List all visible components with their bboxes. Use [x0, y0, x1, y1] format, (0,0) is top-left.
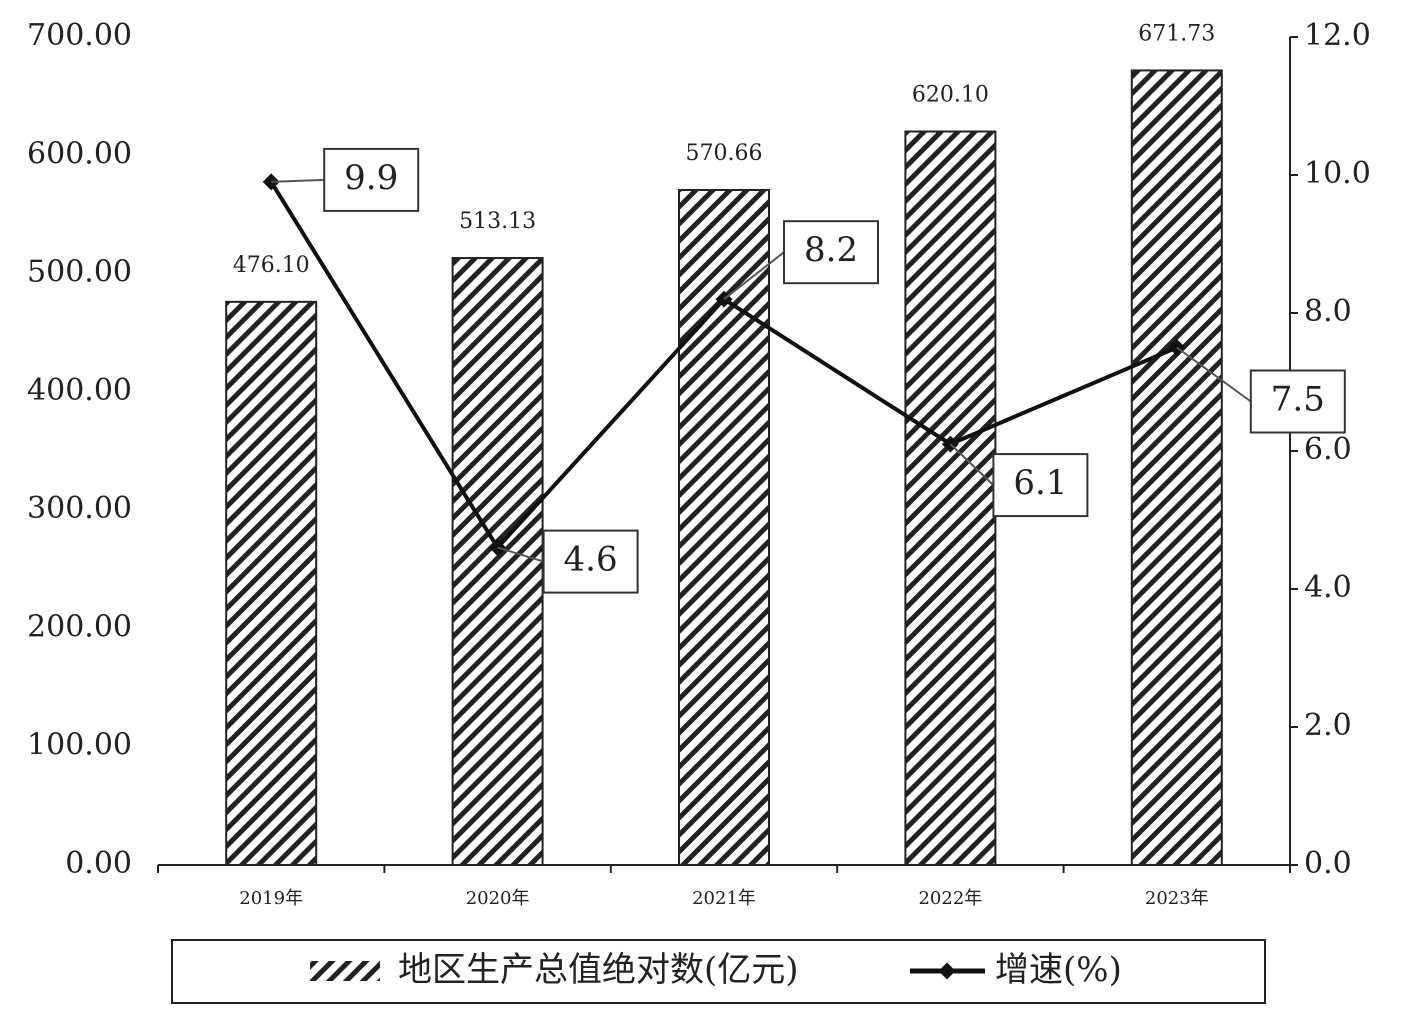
legend-label: 增速(%): [995, 950, 1122, 990]
x-tick-label: 2019年: [239, 888, 303, 909]
bar-value-label: 570.66: [686, 141, 763, 166]
x-tick-label: 2023年: [1145, 888, 1209, 909]
point-label-box: [542, 529, 639, 594]
y2-tick-label: 6.0: [1304, 432, 1352, 467]
legend-label: 地区生产总值绝对数(亿元): [398, 950, 799, 990]
y-tick-label: 700.00: [27, 18, 132, 53]
legend-swatch: [310, 961, 380, 981]
y-tick-label: 0.00: [65, 846, 132, 881]
label-leader: [949, 443, 995, 486]
point-label: 6.1: [1013, 463, 1067, 503]
y-tick-label: 600.00: [27, 136, 132, 171]
point-label-box: [992, 453, 1089, 518]
y2-tick-label: 10.0: [1304, 156, 1371, 191]
point-label: 4.6: [564, 540, 618, 580]
bar: [904, 130, 997, 866]
bar-value-label: 671.73: [1138, 21, 1215, 46]
point-label-box: [783, 220, 879, 285]
bar: [1130, 69, 1223, 866]
y2-tick-label: 8.0: [1304, 294, 1352, 329]
label-leader: [271, 178, 325, 183]
bar-value-label: 476.10: [233, 253, 310, 278]
label-leader: [1176, 346, 1252, 403]
point-label: 8.2: [804, 230, 858, 270]
y2-tick-label: 0.0: [1304, 846, 1352, 881]
x-tick-label: 2021年: [692, 888, 756, 909]
bar: [225, 300, 318, 866]
label-leader: [497, 546, 544, 563]
y-tick-label: 300.00: [27, 491, 132, 526]
y-tick-label: 500.00: [27, 255, 132, 290]
y2-tick-label: 4.0: [1304, 570, 1352, 605]
y-tick-label: 400.00: [27, 373, 132, 408]
bar: [451, 257, 544, 866]
legend-swatch-marker: [938, 962, 956, 980]
y2-tick-label: 12.0: [1304, 18, 1371, 53]
x-tick-label: 2020年: [466, 888, 530, 909]
label-leader: [723, 251, 785, 300]
point-label-box: [1249, 369, 1346, 434]
point-label-box: [323, 147, 420, 212]
bar-value-label: 513.13: [459, 209, 536, 234]
y-tick-label: 200.00: [27, 609, 132, 644]
x-tick-label: 2022年: [918, 888, 982, 909]
point-label: 7.5: [1271, 380, 1325, 420]
bar-value-label: 620.10: [912, 83, 989, 108]
point-label: 9.9: [344, 158, 398, 198]
y2-tick-label: 2.0: [1304, 708, 1352, 743]
y-tick-label: 100.00: [27, 728, 132, 763]
